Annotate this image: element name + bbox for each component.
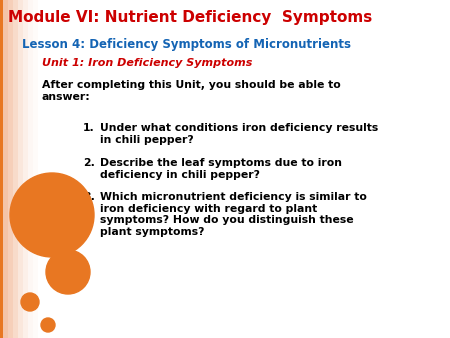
Text: Under what conditions iron deficiency results
in chili pepper?: Under what conditions iron deficiency re…: [100, 123, 378, 145]
Text: Which micronutrient deficiency is similar to
iron deficiency with regard to plan: Which micronutrient deficiency is simila…: [100, 192, 367, 237]
Bar: [33, 0, 38, 338]
Text: 3.: 3.: [83, 192, 95, 202]
Circle shape: [10, 173, 94, 257]
Bar: [3, 0, 8, 338]
Text: Describe the leaf symptoms due to iron
deficiency in chili pepper?: Describe the leaf symptoms due to iron d…: [100, 158, 342, 179]
Text: 1.: 1.: [83, 123, 95, 133]
Bar: [8, 0, 13, 338]
Circle shape: [41, 318, 55, 332]
Bar: [28, 0, 33, 338]
Text: 2.: 2.: [83, 158, 95, 168]
Text: Module VI: Nutrient Deficiency  Symptoms: Module VI: Nutrient Deficiency Symptoms: [8, 10, 372, 25]
Bar: [23, 0, 28, 338]
Text: Unit 1: Iron Deficiency Symptoms: Unit 1: Iron Deficiency Symptoms: [42, 58, 252, 68]
Text: After completing this Unit, you should be able to
answer:: After completing this Unit, you should b…: [42, 80, 341, 102]
Circle shape: [46, 250, 90, 294]
Text: Lesson 4: Deficiency Symptoms of Micronutrients: Lesson 4: Deficiency Symptoms of Micronu…: [22, 38, 351, 51]
Circle shape: [21, 293, 39, 311]
Bar: [0, 0, 3, 338]
Bar: [18, 0, 23, 338]
Bar: [13, 0, 18, 338]
